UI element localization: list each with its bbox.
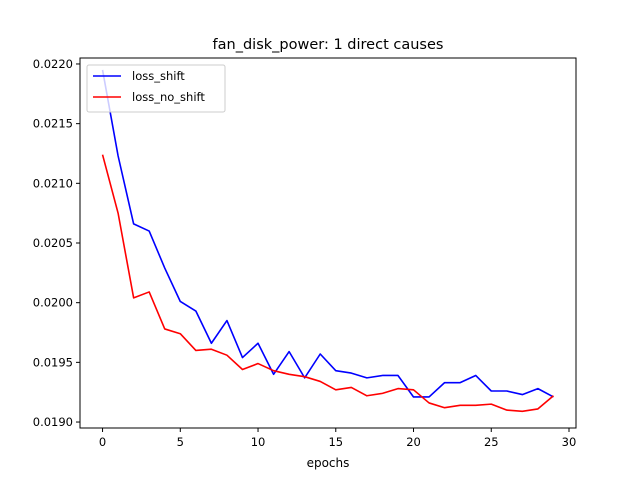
x-tick-label: 30	[562, 435, 577, 449]
plot-lines	[101, 69, 554, 413]
y-tick-label: 0.0205	[33, 236, 73, 250]
x-axis-label: epochs	[307, 456, 350, 470]
x-tick-label: 25	[484, 435, 499, 449]
chart-title: fan_disk_power: 1 direct causes	[213, 37, 444, 53]
y-axis-ticks: 0.0190 0.0195 0.0200 0.0205 0.0210 0.0215 0.02…	[33, 57, 80, 429]
legend-label-loss_no_shift: loss_no_shift	[132, 90, 205, 104]
y-tick-label: 0.0200	[33, 296, 73, 310]
y-tick-label: 0.0190	[33, 415, 73, 429]
x-tick-label: 0	[99, 435, 106, 449]
legend-box	[86, 64, 226, 113]
legend: loss_shift loss_no_shift	[86, 64, 226, 113]
x-tick-label: 5	[177, 435, 184, 449]
legend-label-loss_shift: loss_shift	[132, 69, 185, 83]
y-tick-label: 0.0210	[33, 176, 73, 190]
y-tick-label: 0.0215	[33, 117, 73, 131]
y-tick-label: 0.0220	[33, 57, 73, 71]
x-tick-label: 15	[328, 435, 343, 449]
series-line-loss_no_shift	[101, 154, 554, 413]
x-tick-label: 10	[251, 435, 266, 449]
series-line-loss_shift	[101, 69, 554, 398]
x-tick-label: 20	[406, 435, 421, 449]
x-axis-ticks: 0 5 10 15 20 25 30	[99, 428, 576, 449]
y-tick-label: 0.0195	[33, 355, 73, 369]
